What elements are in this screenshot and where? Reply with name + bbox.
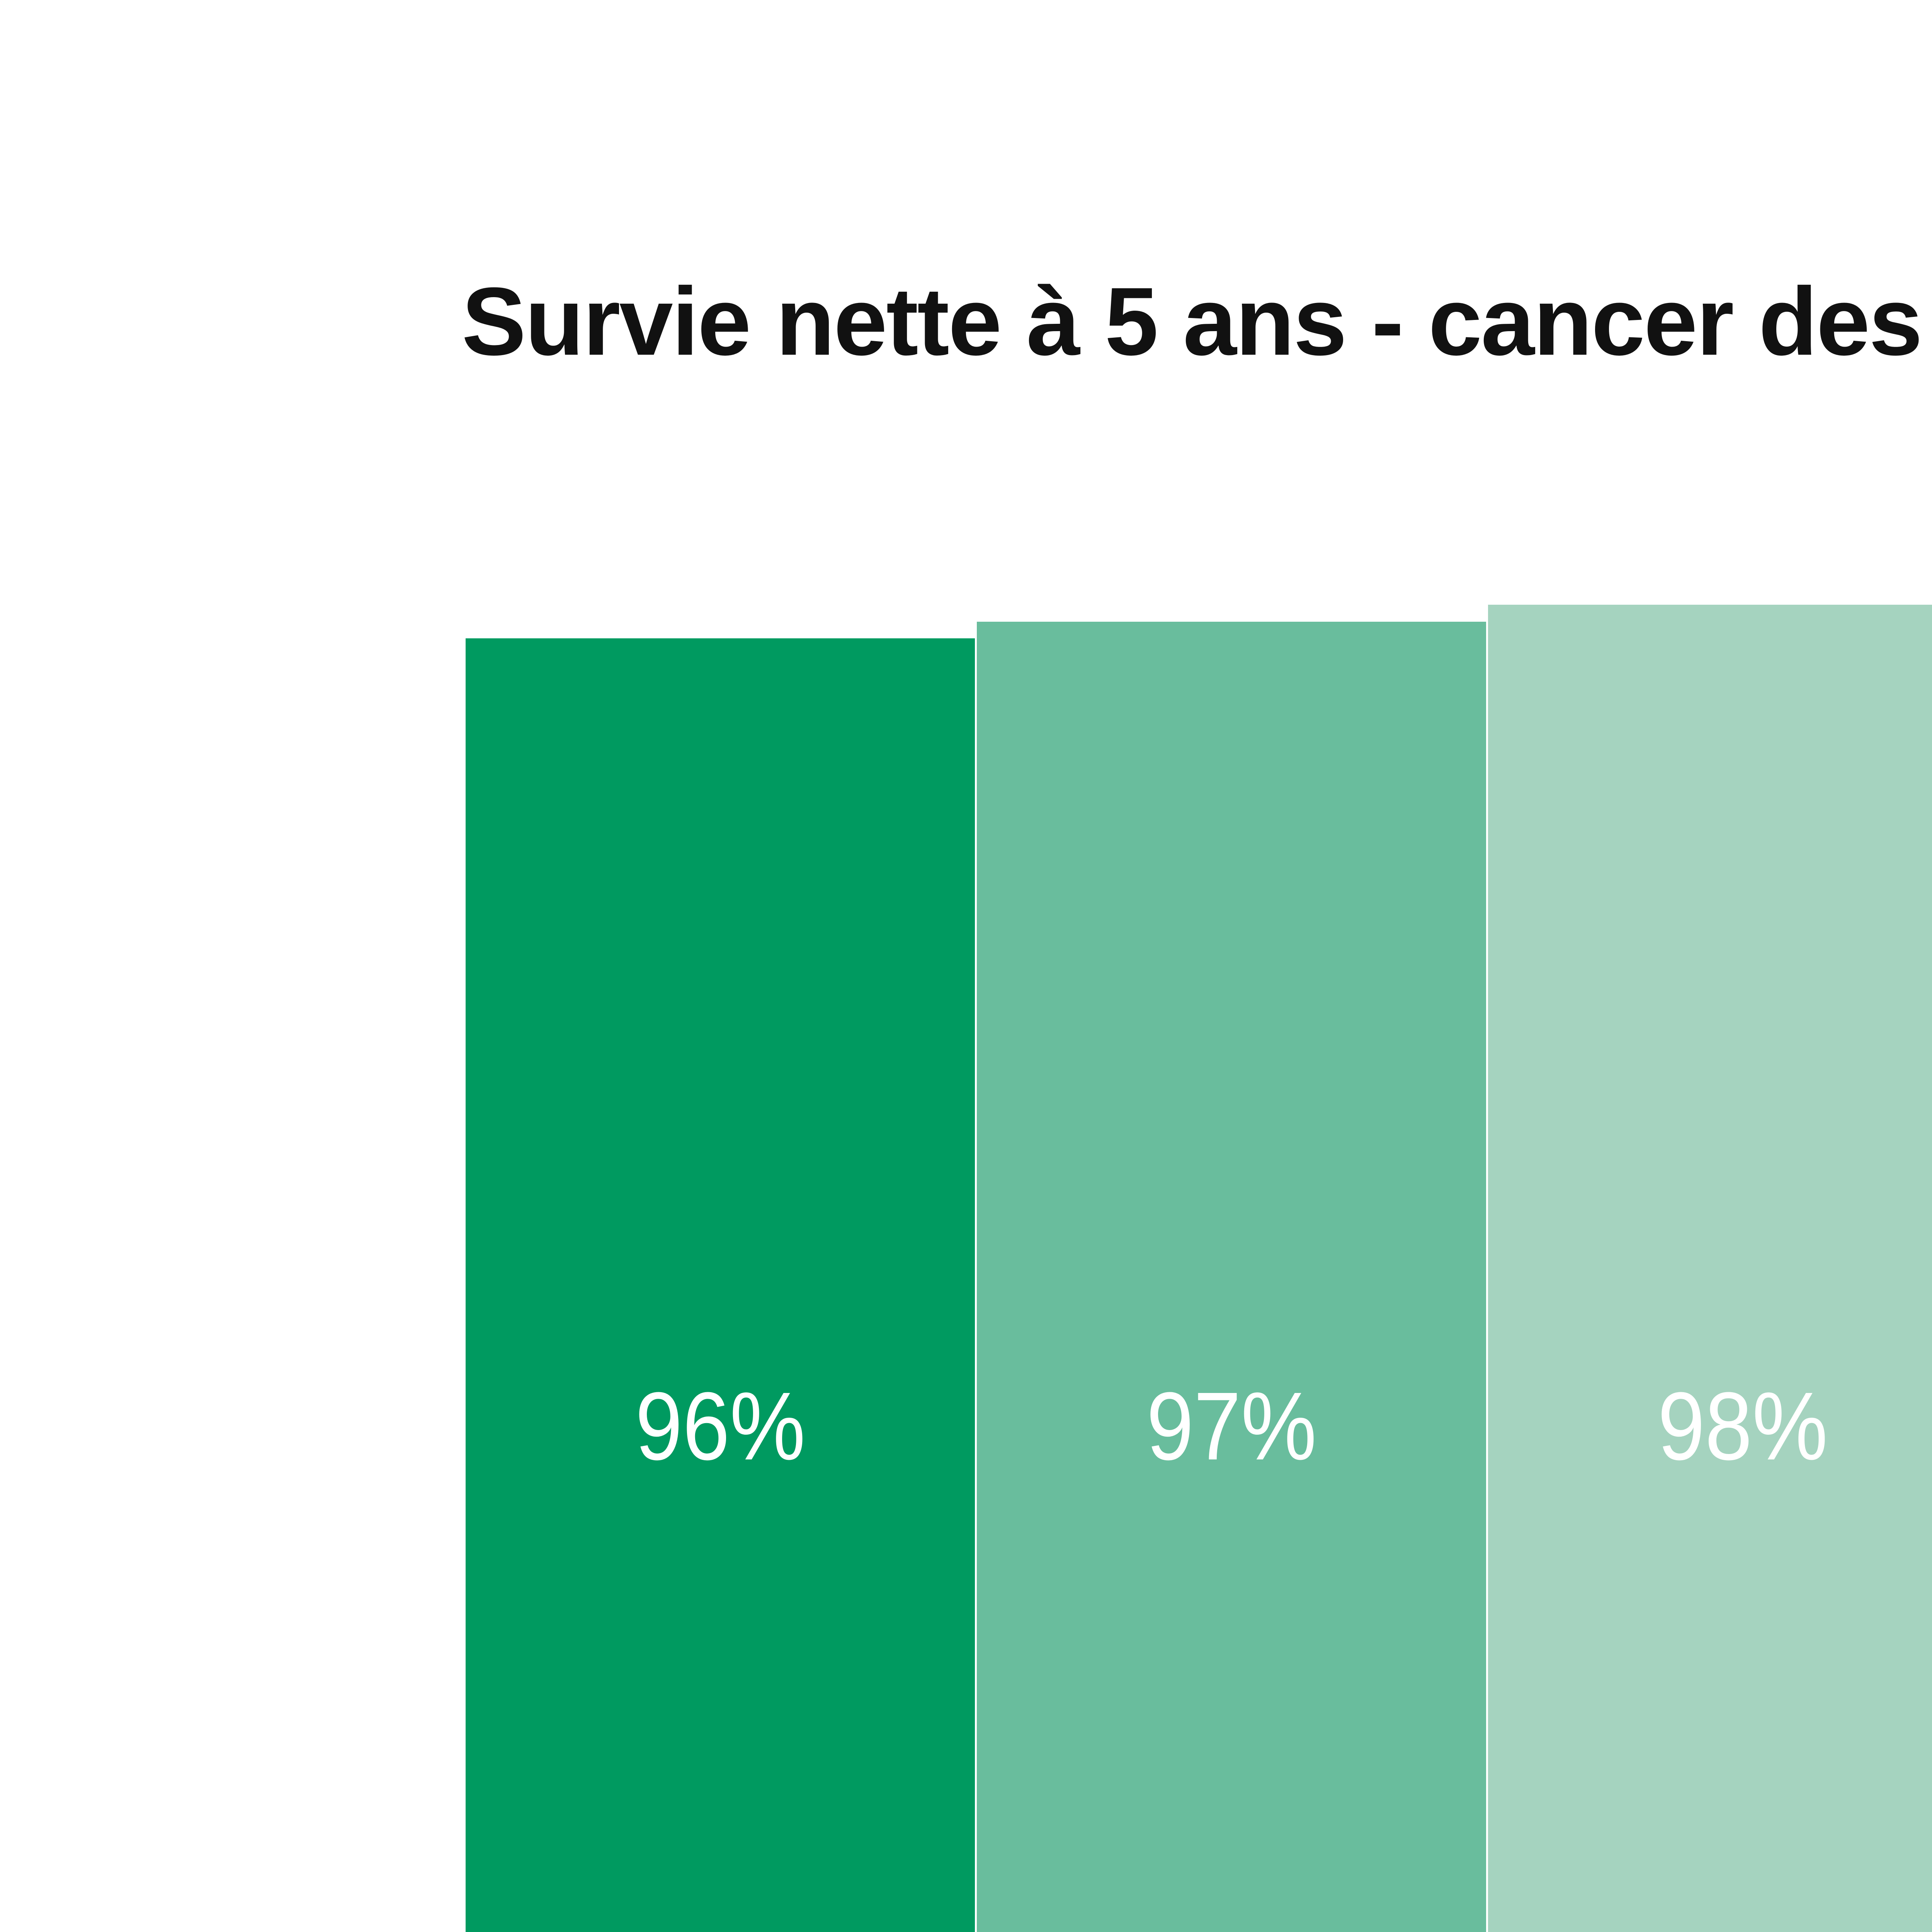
bar [466, 638, 975, 1932]
bar-value-label: 96% [466, 1378, 975, 1475]
bar-value-text: 96% [635, 1372, 806, 1480]
bar-value-label: 97% [977, 1378, 1486, 1475]
chart-title: Survie nette à 5 ans - cancer des testic… [462, 267, 1932, 375]
bar-value-text: 97% [1146, 1372, 1317, 1480]
bar [1488, 605, 1932, 1932]
bar-value-text: 98% [1657, 1372, 1828, 1480]
bar [977, 622, 1486, 1932]
bar-value-label: 98% [1488, 1378, 1932, 1475]
